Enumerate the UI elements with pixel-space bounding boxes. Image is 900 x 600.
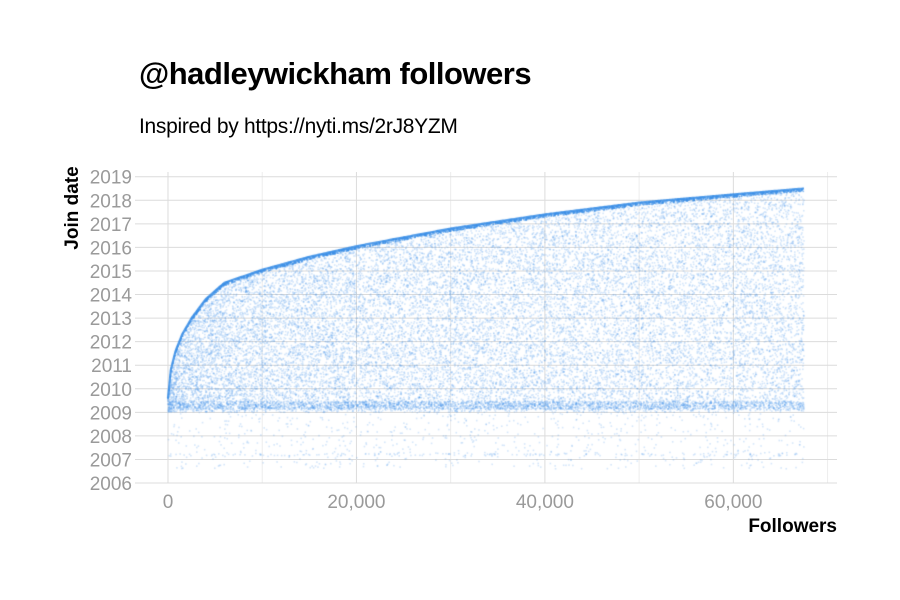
y-tick-label: 2012 xyxy=(90,333,132,354)
y-tick-label: 2019 xyxy=(90,168,132,189)
x-tick-label: 20,000 xyxy=(327,492,385,513)
x-tick-label: 40,000 xyxy=(516,492,574,513)
y-tick-label: 2015 xyxy=(90,262,132,283)
y-tick-label: 2011 xyxy=(91,356,132,377)
x-tick-label: 0 xyxy=(163,492,174,513)
y-tick-label: 2018 xyxy=(90,191,132,212)
x-tick-label: 60,000 xyxy=(704,492,762,513)
y-tick-label: 2010 xyxy=(90,380,132,401)
y-tick-label: 2016 xyxy=(90,238,132,259)
grid-lines xyxy=(135,172,837,484)
y-tick-label: 2008 xyxy=(90,427,132,448)
y-tick-label: 2014 xyxy=(90,286,133,307)
y-axis-title: Join date xyxy=(62,166,83,249)
x-axis-ticks: 0 20,000 40,000 60,000 xyxy=(163,492,763,513)
y-tick-label: 2017 xyxy=(90,215,132,236)
y-tick-label: 2007 xyxy=(90,450,132,471)
y-tick-label: 2006 xyxy=(90,474,132,495)
y-tick-label: 2013 xyxy=(90,309,132,330)
y-tick-label: 2009 xyxy=(90,403,132,424)
x-axis-title: Followers xyxy=(748,516,837,537)
